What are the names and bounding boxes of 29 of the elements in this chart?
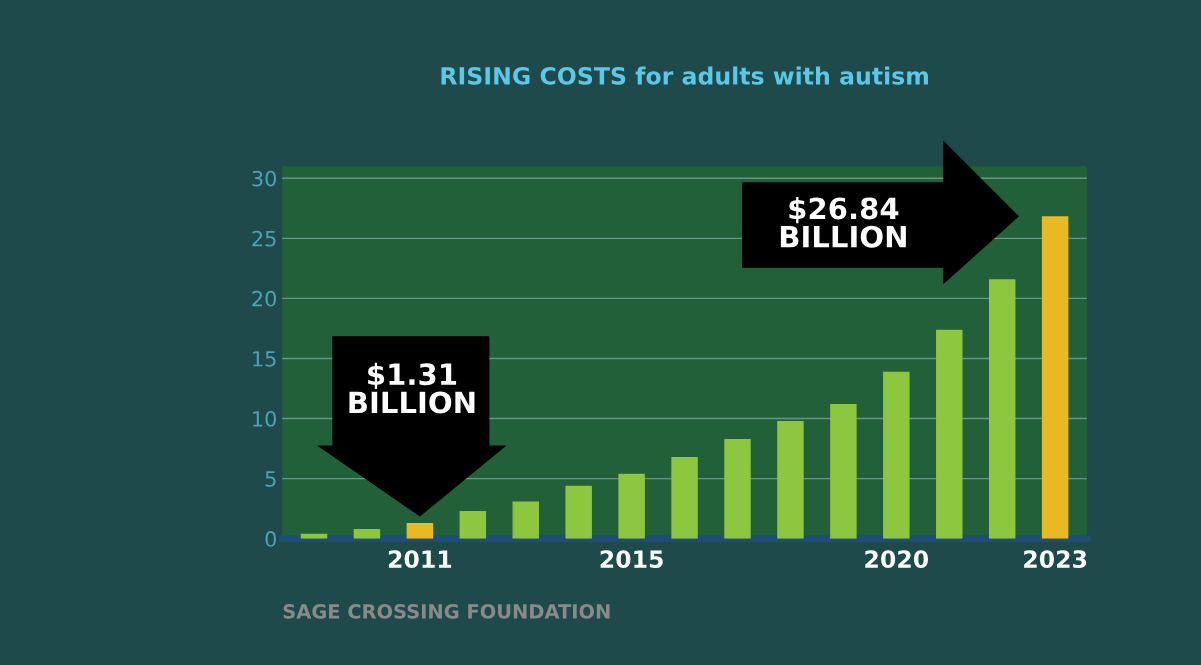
chart-title: RISING COSTS for adults with autism [441, 66, 928, 85]
bar [671, 456, 698, 539]
bar [936, 329, 963, 539]
y-tick-label: 15 [253, 351, 276, 367]
y-tick-label: 10 [253, 410, 276, 427]
bar [459, 511, 487, 539]
bar [353, 529, 381, 539]
annotation: $26.84 BILLION [780, 196, 906, 248]
text: SAGE CROSSING FOUNDATION [283, 604, 610, 619]
bar [565, 485, 592, 539]
bar [1041, 216, 1069, 539]
y-tick-label: 30 [252, 170, 276, 187]
bar [777, 420, 804, 539]
bar [618, 473, 645, 539]
bar [724, 438, 751, 539]
bar [512, 501, 539, 539]
y-tick-label: 5 [265, 471, 276, 487]
y-tick-label: 20 [252, 290, 276, 307]
annotation: $1.31 BILLION [349, 362, 475, 414]
x-tick-label: 2015 [600, 550, 663, 569]
x-tick-label: 2020 [865, 550, 929, 569]
bar [988, 279, 1016, 539]
bar [830, 404, 857, 539]
bar [406, 522, 434, 539]
y-tick-label: 0 [265, 531, 276, 547]
bar [883, 371, 910, 539]
x-tick-label: 2023 [1024, 550, 1087, 569]
y-tick-label: 25 [252, 230, 276, 247]
x-tick-label: 2011 [388, 550, 452, 569]
